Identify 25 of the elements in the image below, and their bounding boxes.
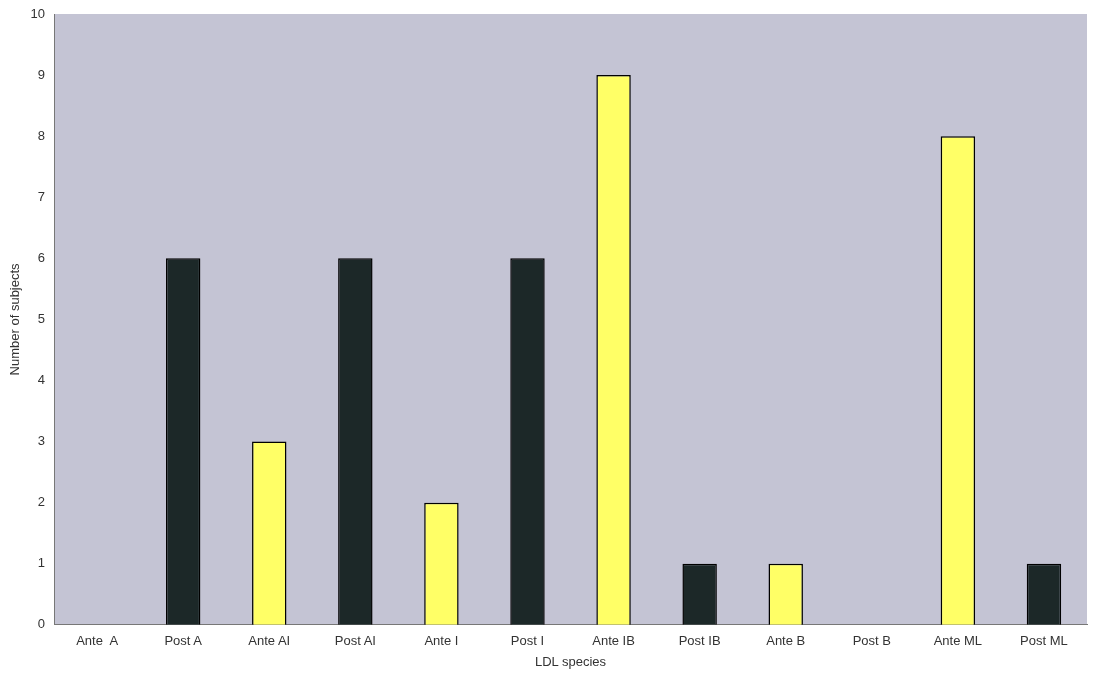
y-axis-title: Number of subjects: [7, 262, 23, 376]
y-tick-label: 4: [37, 372, 46, 388]
y-tick-label: 7: [37, 188, 46, 204]
x-tick-label: Ante IB: [592, 633, 635, 649]
x-tick-label: Ante ML: [933, 633, 983, 649]
x-tick-label: Ante B: [766, 633, 806, 649]
y-tick-label: 10: [30, 5, 46, 21]
y-tick-label: 6: [37, 249, 46, 265]
y-tick-label: 3: [37, 433, 46, 449]
x-tick-label: Post IB: [678, 633, 721, 649]
x-tick-label: Ante AI: [248, 633, 291, 649]
y-tick-label: 2: [37, 494, 46, 510]
x-tick-label: Ante I: [424, 633, 459, 649]
x-tick-label: Post A: [164, 633, 203, 649]
y-tick-label: 0: [37, 616, 46, 632]
x-tick-label: Post I: [510, 633, 545, 649]
x-axis-title: LDL species: [535, 653, 607, 669]
x-tick-label: Ante A: [76, 633, 119, 649]
x-tick-label: Post B: [852, 633, 891, 649]
x-tick-label: Post AI: [334, 633, 376, 649]
y-tick-label: 5: [37, 310, 46, 326]
y-tick-label: 8: [37, 127, 46, 143]
y-tick-label: 9: [37, 66, 46, 82]
y-tick-label: 1: [37, 555, 46, 571]
x-tick-label: Post ML: [1020, 633, 1068, 649]
